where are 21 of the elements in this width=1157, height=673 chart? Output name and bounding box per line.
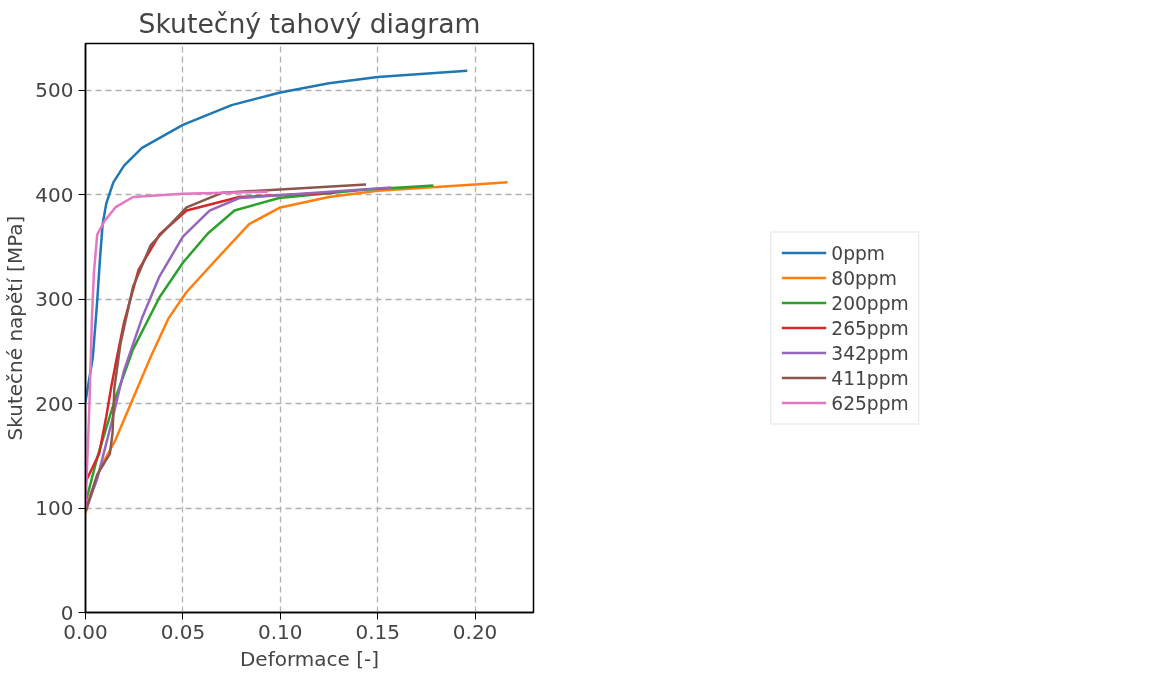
legend-label: 80ppm bbox=[831, 267, 897, 288]
legend-label: 265ppm bbox=[831, 317, 909, 338]
legend-label: 200ppm bbox=[831, 292, 909, 313]
y-tick-label: 300 bbox=[35, 287, 74, 312]
x-tick-label: 0.20 bbox=[452, 619, 498, 644]
legend-label: 342ppm bbox=[831, 342, 909, 363]
legend-label: 625ppm bbox=[831, 392, 909, 413]
chart-title: Skutečný tahový diagram bbox=[138, 7, 481, 39]
x-tick-label: 0.15 bbox=[355, 619, 400, 644]
legend-label: 411ppm bbox=[831, 367, 909, 388]
y-tick-label: 200 bbox=[35, 391, 74, 416]
line-series bbox=[85, 69, 469, 403]
line-series bbox=[85, 190, 269, 510]
x-tick-label: 0.10 bbox=[258, 619, 303, 644]
legend-label: 0ppm bbox=[831, 242, 885, 263]
y-tick-label: 100 bbox=[35, 496, 74, 521]
x-tick-label: 0.05 bbox=[160, 619, 206, 644]
y-tick-label: 500 bbox=[35, 78, 74, 103]
y-tick-label: 400 bbox=[35, 182, 74, 207]
x-axis-title: Deformace [-] bbox=[239, 646, 380, 671]
y-axis-title: Skutečné napětí [MPa] bbox=[3, 215, 28, 441]
